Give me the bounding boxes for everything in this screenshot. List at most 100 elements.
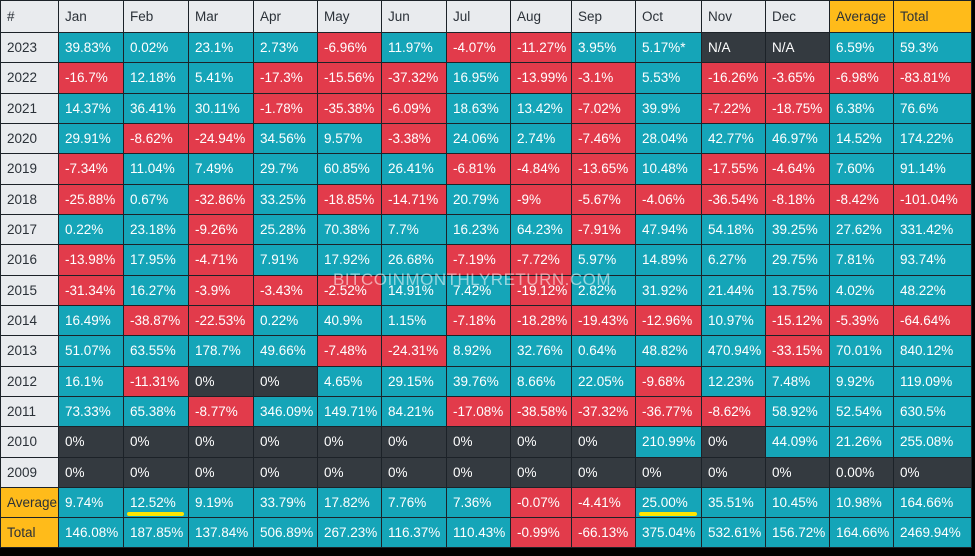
cell-2021-may: -35.38% (317, 92, 382, 124)
cell-2010-mar: 0% (188, 426, 254, 458)
cell-2020-oct: 28.04% (635, 122, 702, 155)
cell-2017-aug: 64.23% (510, 213, 572, 246)
cell-2018-feb: 0.67% (123, 183, 189, 215)
cell-2016-oct: 14.89% (635, 244, 702, 276)
cell-average-jan: 9.74% (58, 487, 124, 518)
cell-2014-aug: -18.28% (510, 304, 572, 337)
cell-average-nov: 35.51% (701, 487, 766, 518)
cell-2009-total: 0% (893, 456, 972, 489)
cell-2012-may: 4.65% (317, 365, 382, 397)
cell-2019-may: 60.85% (317, 153, 382, 185)
cell-2019-jan: -7.34% (58, 153, 124, 185)
year-row-2012: 2012 16.1% -11.31% 0% 0% 4.65% 29.15% 39.76% 8.6… (0, 365, 972, 397)
cell-2020-jun: -3.38% (381, 122, 447, 155)
cell-2016-may: 17.92% (317, 244, 382, 276)
cell-2013-apr: 49.66% (253, 335, 318, 367)
cell-2023-may: -6.96% (317, 31, 382, 64)
cell-average-dec: 10.45% (765, 487, 830, 518)
column-header-nov: Nov (701, 0, 766, 33)
cell-2018-jan: -25.88% (58, 183, 124, 215)
cell-2015-apr: -3.43% (253, 274, 318, 306)
cell-2021-aug: 13.42% (510, 92, 572, 124)
cell-2015-sep: 2.82% (571, 274, 636, 306)
cell-average-total: 164.66% (893, 487, 972, 518)
cell-2019-mar: 7.49% (188, 153, 254, 185)
cell-2017-may: 70.38% (317, 213, 382, 246)
cell-2014-mar: -22.53% (188, 304, 254, 337)
cell-2020-jan: 29.91% (58, 122, 124, 155)
year-row-2021: 2021 14.37% 36.41% 30.11% -1.78% -35.38% -6.09… (0, 92, 972, 124)
cell-2018-nov: -36.54% (701, 183, 766, 215)
cell-2017-sep: -7.91% (571, 213, 636, 246)
cell-average-jun: 7.76% (381, 487, 447, 518)
cell-2023-feb: 0.02% (123, 31, 189, 64)
cell-2016-feb: 17.95% (123, 244, 189, 276)
cell-2014-jan: 16.49% (58, 304, 124, 337)
cell-2023-total: 59.3% (893, 31, 972, 64)
column-header-jan: Jan (58, 0, 124, 33)
cell-total-aug: -0.99% (510, 517, 572, 548)
column-header-aug: Aug (510, 0, 572, 33)
cell-2018-may: -18.85% (317, 183, 382, 215)
cell-2010-dec: 44.09% (765, 426, 830, 458)
cell-2011-jul: -17.08% (446, 395, 511, 428)
cell-2019-sep: -13.65% (571, 153, 636, 185)
cell-2019-apr: 29.7% (253, 153, 318, 185)
cell-2011-dec: 58.92% (765, 395, 830, 428)
row-label-2017: 2017 (0, 213, 59, 246)
cell-2020-feb: -8.62% (123, 122, 189, 155)
cell-2014-jun: 1.15% (381, 304, 447, 337)
column-header-jun: Jun (381, 0, 447, 33)
cell-2013-jul: 8.92% (446, 335, 511, 367)
cell-2019-aug: -4.84% (510, 153, 572, 185)
cell-2017-average: 27.62% (829, 213, 894, 246)
cell-2009-sep: 0% (571, 456, 636, 489)
cell-2011-jun: 84.21% (381, 395, 447, 428)
cell-2018-mar: -32.86% (188, 183, 254, 215)
cell-2015-total: 48.22% (893, 274, 972, 306)
cell-2017-jun: 7.7% (381, 213, 447, 246)
cell-total-may: 267.23% (317, 517, 382, 548)
cell-2009-jun: 0% (381, 456, 447, 489)
underline-highlight-feb (126, 511, 184, 516)
cell-2009-may: 0% (317, 456, 382, 489)
cell-2020-jul: 24.06% (446, 122, 511, 155)
cell-2015-jan: -31.34% (58, 274, 124, 306)
cell-2021-jan: 14.37% (58, 92, 124, 124)
cell-2011-aug: -38.58% (510, 395, 572, 428)
cell-2012-aug: 8.66% (510, 365, 572, 397)
cell-2023-nov: N/A (701, 31, 766, 64)
cell-2009-aug: 0% (510, 456, 572, 489)
year-row-2018: 2018 -25.88% 0.67% -32.86% 33.25% -18.85% -14.… (0, 183, 972, 215)
cell-2016-apr: 7.91% (253, 244, 318, 276)
cell-average-mar: 9.19% (188, 487, 254, 518)
column-header-apr: Apr (253, 0, 318, 33)
cell-2016-dec: 29.75% (765, 244, 830, 276)
cell-2022-average: -6.98% (829, 62, 894, 94)
cell-2018-total: -101.04% (893, 183, 972, 215)
cell-2022-oct: 5.53% (635, 62, 702, 94)
cell-2010-oct: 210.99% (635, 426, 702, 458)
cell-2013-feb: 63.55% (123, 335, 189, 367)
cell-2016-jun: 26.68% (381, 244, 447, 276)
cell-total-average: 164.66% (829, 517, 894, 548)
year-row-2013: 2013 51.07% 63.55% 178.7% 49.66% -7.48% -24.31… (0, 335, 972, 367)
year-row-2010: 2010 0% 0% 0% 0% 0% 0% 0% 0% 0% 210.99% 0% 44.09% 21.… (0, 426, 972, 458)
cell-2016-nov: 6.27% (701, 244, 766, 276)
year-row-2022: 2022 -16.7% 12.18% 5.41% -17.3% -15.56% -37.32… (0, 62, 972, 94)
cell-2016-mar: -4.71% (188, 244, 254, 276)
cell-2011-average: 52.54% (829, 395, 894, 428)
cell-2010-sep: 0% (571, 426, 636, 458)
cell-2012-dec: 7.48% (765, 365, 830, 397)
cell-2022-nov: -16.26% (701, 62, 766, 94)
cell-2022-apr: -17.3% (253, 62, 318, 94)
cell-2019-total: 91.14% (893, 153, 972, 185)
cell-2015-feb: 16.27% (123, 274, 189, 306)
cell-2013-jun: -24.31% (381, 335, 447, 367)
cell-2010-jul: 0% (446, 426, 511, 458)
cell-2013-dec: -33.15% (765, 335, 830, 367)
cell-2022-may: -15.56% (317, 62, 382, 94)
cell-2023-jul: -4.07% (446, 31, 511, 64)
row-label-average: Average (0, 487, 59, 518)
